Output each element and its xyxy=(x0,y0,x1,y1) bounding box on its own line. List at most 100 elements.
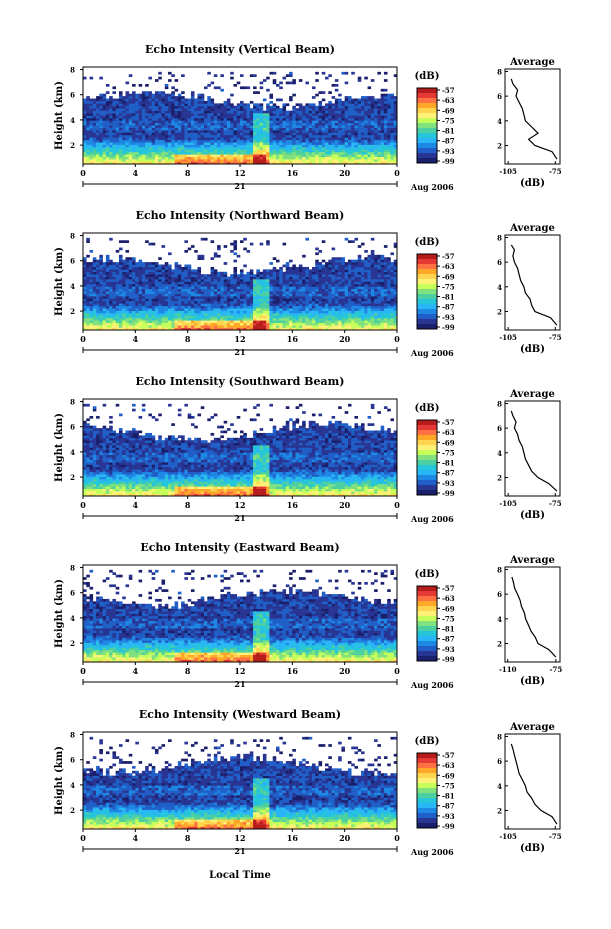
average-x-tick-label: -110 xyxy=(499,665,517,674)
colorbar-tick-label: -69 xyxy=(442,771,455,780)
average-y-tick-label: 4 xyxy=(497,449,502,458)
colorbar-swatch xyxy=(417,651,437,657)
date-label: Aug 2006 xyxy=(410,680,454,690)
colorbar-swatch xyxy=(417,113,437,119)
average-frame xyxy=(504,68,561,165)
colorbar-tick-label: -93 xyxy=(442,479,455,488)
colorbar-swatch xyxy=(417,88,437,94)
y-axis-label: Height (km) xyxy=(54,746,65,815)
colorbar-swatch xyxy=(417,758,437,764)
colorbar-swatch xyxy=(417,621,437,627)
x-axis-title: Local Time xyxy=(209,870,271,881)
x-tick-label: 0 xyxy=(80,666,86,676)
colorbar-frame xyxy=(416,585,438,662)
average-y-tick-label: 6 xyxy=(497,757,502,766)
date-label: Aug 2006 xyxy=(410,847,454,857)
x-tick-label: 8 xyxy=(185,666,191,676)
colorbar-tick-label: -63 xyxy=(442,262,455,271)
x-tick-label: 0 xyxy=(80,168,86,178)
heatmap xyxy=(83,569,398,663)
x-tick-label: 20 xyxy=(339,500,351,510)
colorbar-swatch xyxy=(417,455,437,461)
colorbar-swatch xyxy=(417,591,437,597)
colorbar-tick-label: -99 xyxy=(442,655,455,664)
colorbar-swatch xyxy=(417,485,437,491)
y-tick-label: 4 xyxy=(70,116,75,125)
colorbar-swatch xyxy=(417,284,437,290)
average-y-tick-label: 8 xyxy=(497,233,502,242)
colorbar-tick-label: -81 xyxy=(442,293,455,302)
x-tick-label: 8 xyxy=(185,168,191,178)
average-x-label: (dB) xyxy=(520,178,545,189)
x-tick-label: 0 xyxy=(394,334,400,344)
x-tick-label: 16 xyxy=(287,334,299,344)
colorbar-tick-label: -75 xyxy=(442,614,455,623)
heatmap xyxy=(83,237,398,331)
colorbar-swatch xyxy=(417,425,437,431)
colorbar-tick-label: -93 xyxy=(442,313,455,322)
colorbar-swatch xyxy=(417,460,437,466)
average-title: Average xyxy=(509,555,555,566)
y-tick-label: 2 xyxy=(70,307,75,316)
colorbar-tick-label: -81 xyxy=(442,625,455,634)
colorbar-swatch xyxy=(417,470,437,476)
colorbar-swatch xyxy=(417,763,437,769)
y-axis-label: Height (km) xyxy=(54,579,65,648)
colorbar-swatch xyxy=(417,656,437,662)
colorbar-swatch xyxy=(417,596,437,602)
colorbar-swatch xyxy=(417,128,437,134)
colorbar-frame xyxy=(416,87,438,164)
average-y-tick-label: 4 xyxy=(497,615,502,624)
average-y-tick-label: 2 xyxy=(497,473,502,482)
beam-panel: Echo Intensity (Vertical Beam) 2 4 6 8 Height… xyxy=(54,43,562,192)
colorbar-swatch xyxy=(417,636,437,642)
colorbar-swatch xyxy=(417,299,437,305)
colorbar-swatch xyxy=(417,153,437,159)
colorbar-unit: (dB) xyxy=(415,403,440,414)
y-tick-label: 4 xyxy=(70,614,75,623)
colorbar-swatch xyxy=(417,274,437,280)
colorbar-swatch xyxy=(417,445,437,451)
x-tick-label: 0 xyxy=(80,833,86,843)
x-tick-label: 0 xyxy=(80,500,86,510)
colorbar-swatch xyxy=(417,611,437,617)
y-tick-label: 6 xyxy=(70,589,75,598)
colorbar-swatch xyxy=(417,254,437,260)
colorbar-swatch xyxy=(417,808,437,814)
colorbar-unit: (dB) xyxy=(415,237,440,248)
average-profile-line xyxy=(510,78,558,160)
colorbar-swatch xyxy=(417,279,437,285)
average-x-tick-label: -75 xyxy=(550,665,563,674)
date-label: Aug 2006 xyxy=(410,182,454,192)
average-y-tick-label: 2 xyxy=(497,141,502,150)
colorbar-swatch xyxy=(417,606,437,612)
heatmap xyxy=(83,71,398,165)
colorbar-tick-label: -57 xyxy=(442,418,455,427)
x-tick-label: 12 xyxy=(234,168,245,178)
average-x-label: (dB) xyxy=(520,843,545,854)
average-y-tick-label: 6 xyxy=(497,258,502,267)
colorbar-tick-label: -63 xyxy=(442,428,455,437)
average-frame xyxy=(504,566,561,663)
colorbar-swatch xyxy=(417,788,437,794)
average-x-tick-label: -105 xyxy=(499,167,517,176)
y-tick-label: 8 xyxy=(70,66,75,75)
y-axis-label: Height (km) xyxy=(54,413,65,482)
x-tick-label: 20 xyxy=(339,833,351,843)
x-tick-label: 20 xyxy=(339,666,351,676)
heatmap xyxy=(83,736,398,830)
x-tick-label: 16 xyxy=(287,168,299,178)
date-label: Aug 2006 xyxy=(410,348,454,358)
colorbar-tick-label: -99 xyxy=(442,323,455,332)
average-y-tick-label: 8 xyxy=(497,565,502,574)
colorbar-tick-label: -93 xyxy=(442,645,455,654)
average-x-label: (dB) xyxy=(520,676,545,687)
x-tick-label: 20 xyxy=(339,168,351,178)
panel-title: Echo Intensity (Westward Beam) xyxy=(139,708,341,721)
colorbar-tick-label: -63 xyxy=(442,96,455,105)
colorbar-swatch xyxy=(417,123,437,129)
colorbar-unit: (dB) xyxy=(415,71,440,82)
colorbar-swatch xyxy=(417,793,437,799)
colorbar-swatch xyxy=(417,783,437,789)
colorbar-tick-label: -57 xyxy=(442,751,455,760)
